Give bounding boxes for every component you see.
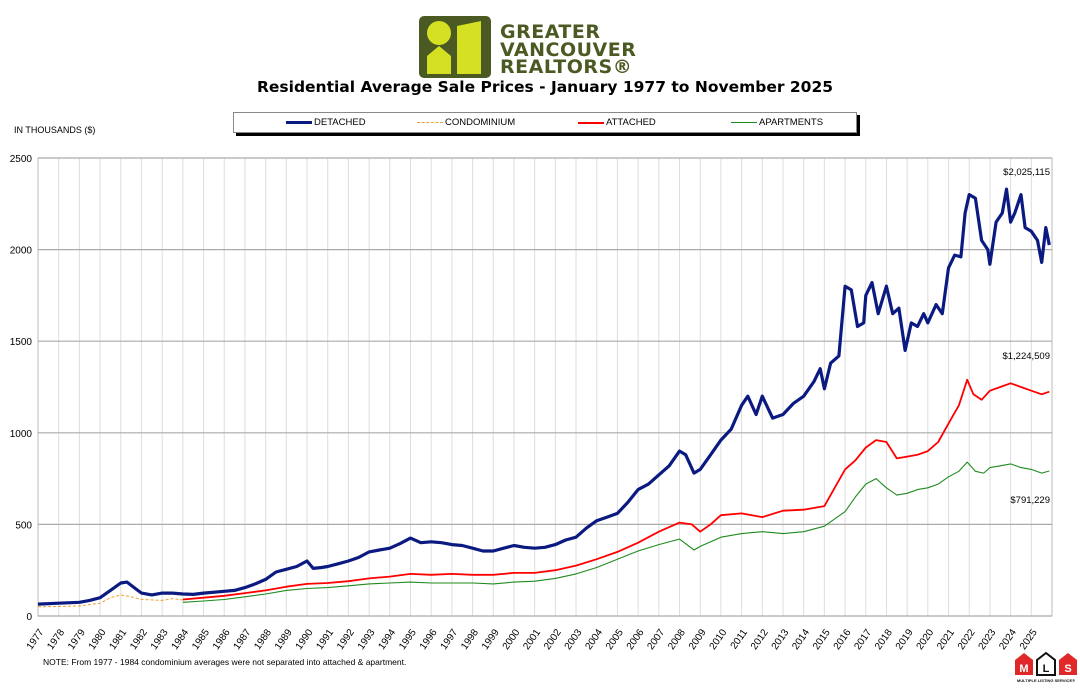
y-axis-label: IN THOUSANDS ($) xyxy=(14,125,96,135)
series-line-condominium xyxy=(37,594,183,608)
x-tick-label: 1994 xyxy=(376,627,398,652)
x-tick-label: 1993 xyxy=(356,627,378,652)
x-tick-label: 2011 xyxy=(729,627,751,651)
series-line-detached xyxy=(37,187,1051,606)
x-tick-label: 1991 xyxy=(314,627,336,652)
x-tick-label: 2007 xyxy=(646,627,668,652)
y-tick-label: 500 xyxy=(15,520,32,531)
y-tick-label: 1000 xyxy=(10,429,33,440)
footnote: NOTE: From 1977 - 1984 condominium avera… xyxy=(43,657,407,667)
series-line-apartments xyxy=(182,461,1050,603)
x-tick-label: 2006 xyxy=(625,627,647,652)
x-tick-label: 2015 xyxy=(811,627,833,652)
x-tick-label: 2021 xyxy=(935,627,957,652)
x-tick-label: 1998 xyxy=(459,627,481,652)
brand-line-1: GREATER xyxy=(500,21,601,43)
x-tick-label: 1978 xyxy=(45,627,67,652)
y-tick-label: 2500 xyxy=(10,154,33,165)
x-tick-label: 2009 xyxy=(687,627,709,652)
legend-label: DETACHED xyxy=(314,117,366,128)
x-tick-label: 1992 xyxy=(335,627,357,652)
x-tick-label: 2000 xyxy=(501,627,523,652)
x-tick-label: 2005 xyxy=(604,627,626,652)
chart-title: Residential Average Sale Prices - Januar… xyxy=(256,78,834,96)
x-tick-label: 1997 xyxy=(439,627,461,652)
x-tick-label: 2018 xyxy=(873,627,895,652)
x-tick-label: 2004 xyxy=(583,627,605,652)
x-tick-label: 2001 xyxy=(521,627,543,652)
x-tick-label: 2020 xyxy=(915,627,937,652)
x-tick-label: 1999 xyxy=(480,627,502,652)
x-tick-label: 2008 xyxy=(666,627,688,652)
x-tick-label: 1984 xyxy=(170,627,192,652)
series-line-attached xyxy=(182,378,1050,601)
x-tick-label: 2025 xyxy=(1018,627,1040,652)
data-label-apartments: $791,229 xyxy=(1010,495,1050,506)
x-tick-label: 2012 xyxy=(749,627,771,652)
svg-text:S: S xyxy=(1064,663,1071,675)
y-tick-label: 0 xyxy=(26,612,32,623)
greater-vancouver-realtors-logo xyxy=(419,16,491,78)
x-tick-label: 1989 xyxy=(273,627,295,652)
legend-label: CONDOMINIUM xyxy=(445,117,516,128)
x-tick-label: 1979 xyxy=(66,627,88,652)
y-tick-label: 2000 xyxy=(10,246,33,257)
x-tick-label: 2002 xyxy=(542,627,564,652)
legend-item-detached: DETACHED xyxy=(286,117,366,128)
x-tick-label: 1988 xyxy=(252,627,274,652)
legend-item-attached: ATTACHED xyxy=(578,117,656,128)
x-tick-label: 2003 xyxy=(563,627,585,652)
x-tick-label: 2019 xyxy=(894,627,916,652)
x-tick-label: 1995 xyxy=(397,627,419,652)
x-tick-label: 2013 xyxy=(770,627,792,652)
x-tick-label: 1981 xyxy=(107,627,129,652)
svg-text:MULTIPLE LISTING SERVICE®: MULTIPLE LISTING SERVICE® xyxy=(1017,678,1075,683)
x-tick-label: 2022 xyxy=(956,627,978,652)
x-tick-label: 1985 xyxy=(190,627,212,652)
x-tick-label: 2023 xyxy=(977,627,999,652)
x-tick-label: 2024 xyxy=(997,627,1019,652)
data-label-detached: $2,025,115 xyxy=(1003,167,1050,178)
x-tick-label: 1986 xyxy=(211,627,233,652)
x-tick-label: 2016 xyxy=(832,627,854,652)
x-tick-label: 1987 xyxy=(232,627,254,652)
legend: DETACHED CONDOMINIUM ATTACHED APARTMENTS xyxy=(233,112,857,133)
brand-line-2: VANCOUVER xyxy=(500,39,637,61)
x-tick-label: 2014 xyxy=(790,627,812,652)
x-tick-label: 1977 xyxy=(25,627,47,652)
x-tick-label: 2017 xyxy=(852,627,874,652)
x-tick-label: 1980 xyxy=(87,627,109,652)
data-label-attached: $1,224,509 xyxy=(1002,351,1050,362)
x-tick-label: 1982 xyxy=(128,627,150,652)
y-tick-label: 1500 xyxy=(10,337,33,348)
legend-item-apartments: APARTMENTS xyxy=(731,117,823,128)
x-tick-label: 2010 xyxy=(708,627,730,652)
x-tick-label: 1996 xyxy=(418,627,440,652)
plot-area xyxy=(37,157,1053,617)
legend-label: APARTMENTS xyxy=(759,117,824,128)
svg-text:L: L xyxy=(1043,663,1050,675)
legend-item-condominium: CONDOMINIUM xyxy=(417,117,515,128)
svg-text:M: M xyxy=(1019,663,1028,675)
x-tick-label: 1990 xyxy=(294,627,316,652)
legend-label: ATTACHED xyxy=(606,117,656,128)
x-tick-label: 1983 xyxy=(149,627,171,652)
brand-line-3: REALTORS® xyxy=(500,56,633,78)
